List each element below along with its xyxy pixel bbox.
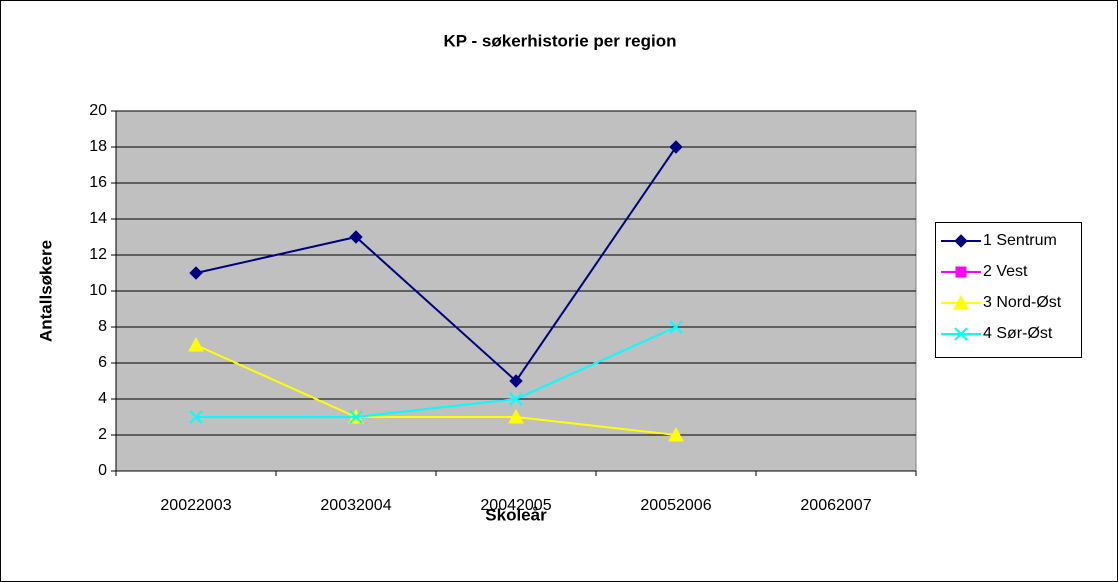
y-axis-label: Antallsøkere xyxy=(36,240,55,342)
y-tick-label: 14 xyxy=(89,210,107,227)
y-tick-label: 18 xyxy=(89,138,107,155)
legend-marker xyxy=(955,266,967,278)
x-axis-label: Skoleår xyxy=(485,505,547,524)
data-point xyxy=(189,266,203,280)
x-tick-label: 20052006 xyxy=(640,497,711,514)
y-tick-label: 10 xyxy=(89,282,107,299)
data-point xyxy=(669,320,683,334)
data-point xyxy=(349,410,363,424)
legend-label: 1 Sentrum xyxy=(983,232,1057,249)
y-tick-label: 20 xyxy=(89,102,107,119)
y-tick-label: 2 xyxy=(98,426,107,443)
series-line xyxy=(196,326,677,418)
data-point xyxy=(189,410,203,424)
data-point xyxy=(349,230,363,244)
x-tick-label: 20062007 xyxy=(800,497,871,514)
x-tick-label: 20032004 xyxy=(320,497,391,514)
y-tick-label: 0 xyxy=(98,462,107,479)
data-point xyxy=(509,392,523,406)
series-line xyxy=(195,344,677,436)
data-point xyxy=(188,336,204,352)
y-tick-label: 4 xyxy=(98,390,107,407)
y-tick-label: 12 xyxy=(89,246,107,263)
data-point xyxy=(508,408,524,424)
legend-marker xyxy=(954,234,968,248)
data-point xyxy=(668,426,684,442)
legend-label: 3 Nord-Øst xyxy=(983,294,1062,311)
series-line xyxy=(195,146,677,383)
legend-marker xyxy=(953,294,969,310)
y-tick-label: 8 xyxy=(98,318,107,335)
y-tick-label: 6 xyxy=(98,354,107,371)
y-tick-label: 16 xyxy=(89,174,107,191)
data-point xyxy=(669,140,683,154)
chart-title: KP - søkerhistorie per region xyxy=(443,31,676,50)
legend-label: 2 Vest xyxy=(983,263,1028,280)
data-point xyxy=(509,374,523,388)
legend-marker xyxy=(954,327,968,341)
x-tick-label: 20022003 xyxy=(160,497,231,514)
x-tick-label: 20042005 xyxy=(480,497,551,514)
legend-label: 4 Sør-Øst xyxy=(983,325,1053,342)
